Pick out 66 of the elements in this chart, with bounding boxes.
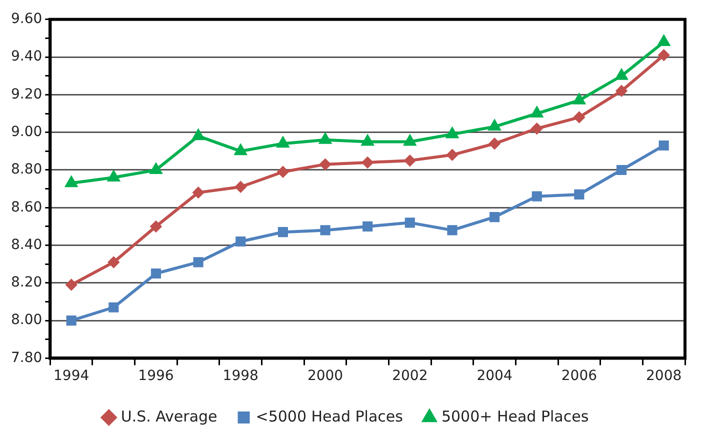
point: [531, 107, 543, 118]
point: [362, 135, 374, 146]
point: [320, 158, 331, 170]
point: [574, 112, 585, 123]
x-tick-label: 2000: [307, 368, 344, 384]
point: [490, 212, 500, 222]
point: [108, 302, 119, 312]
point: [658, 50, 670, 61]
point: [234, 144, 246, 156]
legend-label: U.S. Average: [120, 407, 218, 426]
point: [278, 227, 288, 238]
y-tick-label: 8.40: [11, 236, 42, 253]
point: [531, 123, 542, 134]
point: [236, 236, 246, 247]
x-tick-label: 1994: [54, 368, 90, 384]
point: [150, 163, 162, 174]
point: [150, 220, 162, 232]
x-tick-label: 1996: [138, 368, 174, 384]
point: [277, 137, 289, 148]
point: [658, 35, 670, 46]
point: [66, 316, 76, 326]
point: [404, 155, 416, 166]
point: [573, 94, 586, 104]
point: [150, 268, 162, 279]
legend-label: 5000+ Head Places: [441, 407, 589, 426]
point: [320, 225, 330, 236]
y-tick-label: 8.60: [11, 199, 42, 216]
point: [193, 257, 204, 268]
point: [235, 181, 246, 192]
point: [108, 171, 120, 182]
point: [488, 120, 500, 131]
x-tick-label: 2008: [646, 368, 682, 384]
point: [108, 256, 120, 268]
point: [616, 85, 628, 96]
y-tick-label: 8.00: [11, 312, 42, 328]
point: [447, 225, 458, 236]
y-tick-label: 8.80: [11, 162, 42, 178]
legend-label: <5000 Head Places: [256, 407, 404, 426]
point: [66, 176, 78, 188]
y-tick-label: 8.20: [11, 274, 42, 291]
point: [319, 133, 332, 144]
point: [404, 218, 415, 228]
point: [489, 138, 500, 150]
point: [532, 191, 542, 202]
point: [192, 187, 204, 198]
y-tick-label: 9.40: [11, 48, 42, 65]
point: [446, 149, 458, 160]
y-tick-label: 9.00: [11, 124, 42, 140]
x-tick-label: 2002: [392, 368, 428, 384]
point: [277, 166, 288, 178]
x-tick-label: 2006: [561, 368, 598, 384]
point: [658, 140, 669, 151]
point: [362, 221, 373, 232]
x-tick-label: 1998: [222, 368, 258, 384]
point: [192, 130, 204, 140]
y-tick-label: 9.60: [11, 11, 42, 28]
point: [362, 156, 374, 168]
point: [446, 128, 458, 138]
point: [616, 164, 627, 176]
point: [616, 69, 628, 80]
y-tick-label: 7.80: [11, 350, 42, 366]
point: [66, 279, 77, 290]
point: [574, 189, 584, 200]
point: [404, 135, 416, 146]
x-tick-label: 2004: [476, 368, 512, 384]
y-tick-label: 9.20: [11, 86, 42, 102]
